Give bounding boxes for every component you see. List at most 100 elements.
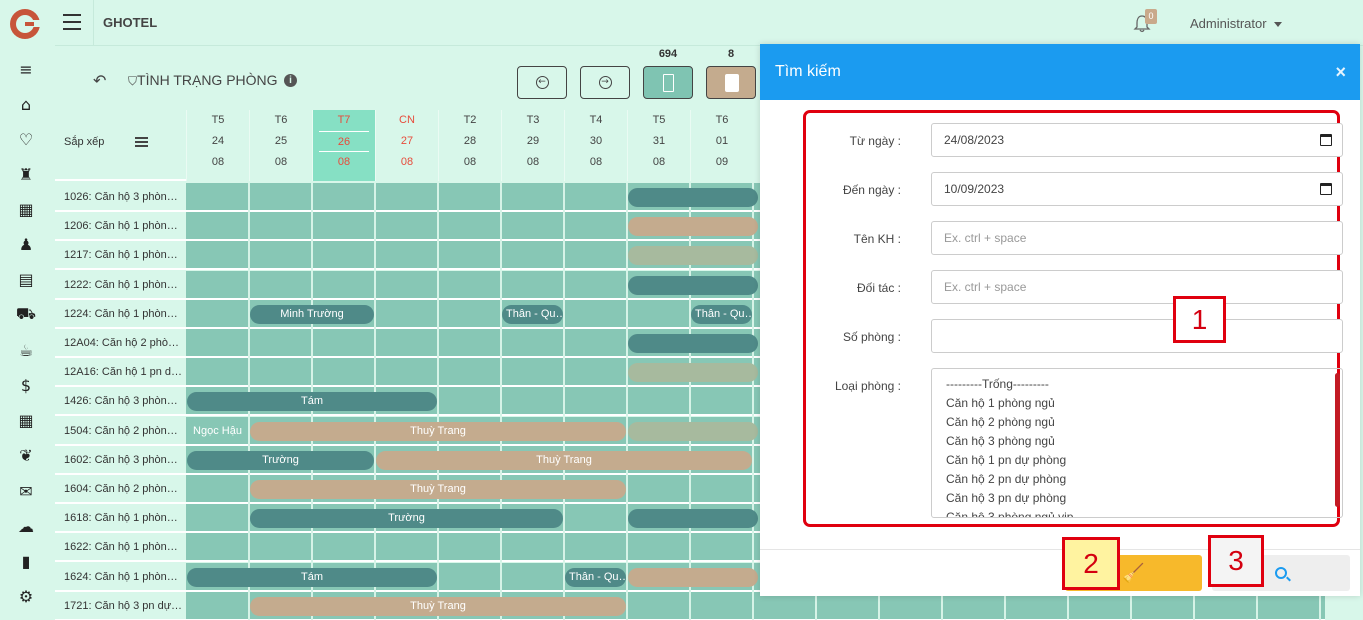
reception-icon[interactable]: ♜ <box>18 164 34 184</box>
close-icon[interactable]: × <box>1335 62 1346 82</box>
room-type-select[interactable]: ---------Trống--------- Căn hộ 1 phòng ng… <box>931 368 1343 518</box>
room-label[interactable]: 1622: Căn hộ 1 phòn… <box>55 533 186 563</box>
room-row-cells[interactable]: Thuỳ Trang <box>186 591 1325 620</box>
leaf-icon[interactable]: ❦ <box>19 445 33 465</box>
room-label[interactable]: 12A04: Căn hộ 2 phò… <box>55 329 186 358</box>
room-number-input[interactable] <box>931 319 1343 353</box>
scrollbar[interactable] <box>1335 373 1340 507</box>
chart-icon[interactable]: ▮ <box>21 551 31 571</box>
booking-bar[interactable]: Tám <box>187 392 437 412</box>
day-dow: CN <box>399 114 415 126</box>
handshake-icon[interactable]: ♡ <box>18 129 34 149</box>
dollar-icon[interactable]: $ <box>20 375 32 395</box>
app-brand[interactable]: GHOTEL <box>93 0 157 46</box>
booking-bar[interactable]: Trường <box>187 450 374 470</box>
day-day: 01 <box>715 135 729 147</box>
room-label[interactable]: 1624: Căn hộ 1 phòn… <box>55 562 186 592</box>
room-label[interactable]: 1026: Căn hộ 3 phòn… <box>55 183 186 212</box>
settings-icon[interactable]: ⚙ <box>18 586 34 606</box>
hamburger-icon[interactable] <box>63 14 81 30</box>
day-day: 24 <box>211 135 225 147</box>
cell-divider <box>437 562 439 592</box>
booking-bar[interactable]: Thuỳ Trang <box>376 450 752 470</box>
search-panel: Tìm kiếm × Từ ngày : 24/08/2023 Đến ngày… <box>760 44 1360 596</box>
cell-divider <box>689 387 691 417</box>
booking-bar[interactable] <box>628 217 759 237</box>
calendar-icon[interactable] <box>1320 134 1332 146</box>
menu-icon[interactable]: ≡ <box>19 59 33 79</box>
room-type-option[interactable]: Căn hộ 2 pn dự phòng <box>946 472 1067 486</box>
room-label[interactable]: 1602: Căn hộ 3 phòn… <box>55 445 186 475</box>
back-icon[interactable]: ↶ <box>93 71 107 90</box>
cart-icon[interactable]: ⛟ <box>15 303 37 323</box>
booking-bar[interactable]: Thân - Qu… <box>565 567 626 587</box>
users-icon[interactable]: ♟ <box>18 234 34 254</box>
room-label[interactable]: 1604: Căn hộ 2 phòn… <box>55 475 186 504</box>
booking-bar[interactable] <box>628 421 759 441</box>
chat-icon[interactable]: ☁ <box>18 516 34 536</box>
room-label[interactable]: 1504: Căn hộ 2 phòn… <box>55 416 186 446</box>
room-type-option[interactable]: Căn hộ 3 phòng ngủ vip <box>946 510 1074 518</box>
booking-bar[interactable]: Ngọc Hậu <box>193 424 242 437</box>
booking-bar[interactable] <box>628 334 759 353</box>
cell-divider <box>248 212 250 242</box>
booking-bar[interactable] <box>628 567 759 587</box>
bookmark-icon: ⛉ <box>128 74 138 88</box>
booking-bar[interactable] <box>628 246 759 266</box>
room-label[interactable]: 1222: Căn hộ 1 phòn… <box>55 270 186 300</box>
room-label[interactable]: 1618: Căn hộ 1 phòn… <box>55 504 186 534</box>
booking-bar[interactable] <box>628 188 759 207</box>
building-icon[interactable]: ▦ <box>18 199 34 219</box>
from-date-input[interactable]: 24/08/2023 <box>931 123 1343 157</box>
booking-bar[interactable]: Thuỳ Trang <box>250 480 626 499</box>
room-type-option[interactable]: Căn hộ 1 phòng ngủ <box>946 396 1055 410</box>
grid-icon[interactable]: ▤ <box>18 269 34 289</box>
room-type-option[interactable]: Căn hộ 2 phòng ngủ <box>946 415 1055 429</box>
rooms-button[interactable] <box>643 66 693 99</box>
cell-divider <box>500 387 502 417</box>
booking-bar[interactable]: Trường <box>250 509 563 529</box>
guests-button[interactable] <box>706 66 756 99</box>
coffee-icon[interactable]: ☕ <box>18 340 34 360</box>
table-icon[interactable]: ▦ <box>18 410 34 430</box>
room-type-option[interactable]: Căn hộ 1 pn dự phòng <box>946 453 1067 467</box>
info-icon[interactable]: i <box>284 74 297 87</box>
day-day: 26 <box>319 131 369 152</box>
cell-divider <box>563 533 565 563</box>
booking-bar[interactable] <box>628 275 759 295</box>
booking-bar[interactable]: Thân - Qu… <box>691 304 752 324</box>
to-date-input[interactable]: 10/09/2023 <box>931 172 1343 206</box>
room-type-option[interactable]: Căn hộ 3 pn dự phòng <box>946 491 1067 505</box>
list-icon[interactable] <box>135 137 148 148</box>
previous-button[interactable]: ← <box>517 66 567 99</box>
room-type-label: Loại phòng : <box>834 379 901 393</box>
room-type-option[interactable]: Căn hộ 3 phòng ngủ <box>946 434 1055 448</box>
booking-bar[interactable]: Thuỳ Trang <box>250 421 626 441</box>
room-label[interactable]: 1426: Căn hộ 3 phòn… <box>55 387 186 417</box>
user-menu[interactable]: Administrator <box>1190 16 1282 31</box>
mail-icon[interactable]: ✉ <box>19 481 33 501</box>
partner-input[interactable]: Ex. ctrl + space <box>931 270 1343 304</box>
cell-divider <box>626 387 628 417</box>
booking-bar[interactable]: Thuỳ Trang <box>250 596 626 616</box>
room-label[interactable]: 12A16: Căn hộ 1 pn d… <box>55 358 186 388</box>
booking-bar[interactable]: Tám <box>187 567 437 587</box>
room-type-option[interactable]: ---------Trống--------- <box>946 377 1049 391</box>
room-label[interactable]: 1721: Căn hộ 3 pn dự… <box>55 591 186 620</box>
cell-divider <box>311 533 313 563</box>
home-icon[interactable]: ⌂ <box>20 94 32 114</box>
booking-bar[interactable] <box>628 509 759 529</box>
next-button[interactable]: → <box>580 66 630 99</box>
calendar-icon[interactable] <box>1320 183 1332 195</box>
booking-bar[interactable] <box>628 363 759 383</box>
booking-bar[interactable]: Minh Trường <box>250 304 374 324</box>
cell-divider <box>374 270 376 300</box>
room-label[interactable]: 1206: Căn hộ 1 phòn… <box>55 212 186 242</box>
room-label[interactable]: 1224: Căn hộ 1 phòn… <box>55 299 186 329</box>
sort-header[interactable]: Sắp xếp <box>55 110 186 181</box>
cell-divider <box>311 270 313 300</box>
room-label[interactable]: 1217: Căn hộ 1 phòn… <box>55 241 186 271</box>
customer-name-input[interactable]: Ex. ctrl + space <box>931 221 1343 255</box>
booking-bar[interactable]: Thân - Qu… <box>502 304 563 324</box>
ghotel-logo[interactable] <box>8 7 42 41</box>
